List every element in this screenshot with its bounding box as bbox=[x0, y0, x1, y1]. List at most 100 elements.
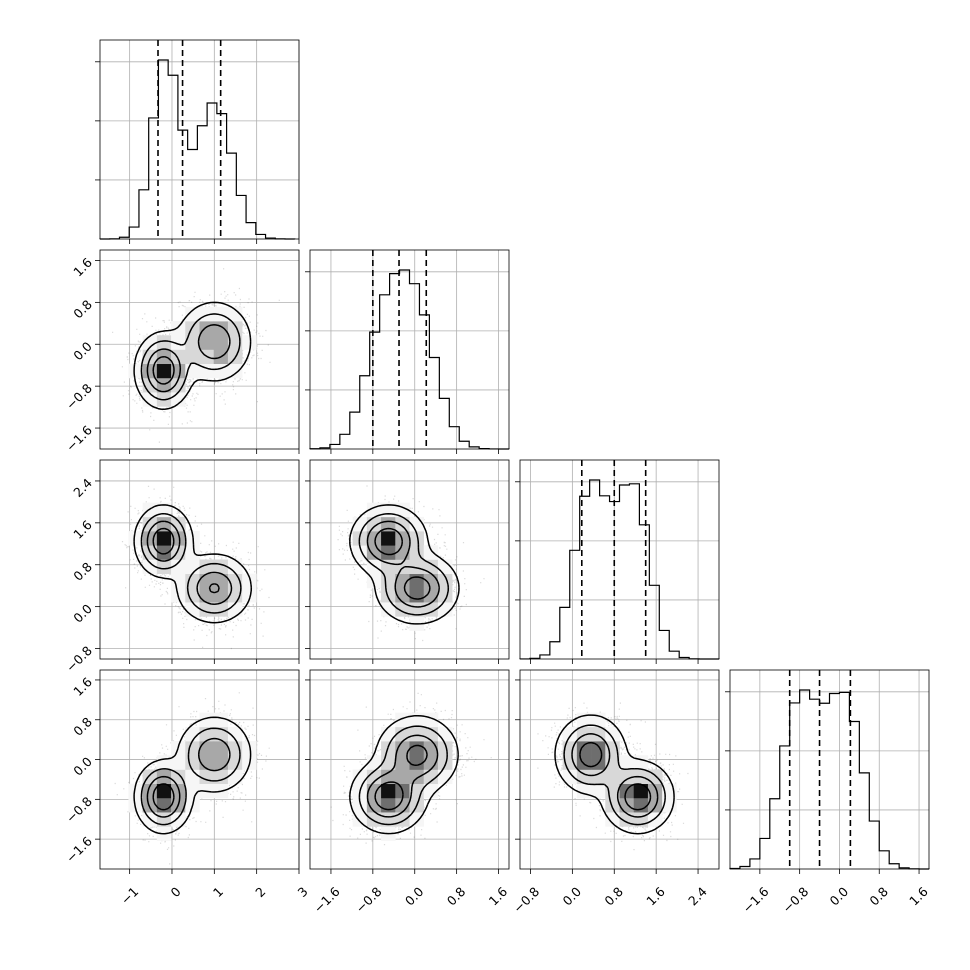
density-1-0-cell bbox=[213, 335, 229, 350]
hist-2-frame bbox=[519, 459, 720, 660]
hist-panel-2 bbox=[515, 459, 720, 664]
density-2-1-cell bbox=[423, 545, 439, 560]
density-1-0-cell bbox=[199, 321, 215, 336]
density-1-0-cell bbox=[171, 377, 186, 393]
density-3-1-cell bbox=[409, 741, 425, 756]
density-2-0-cell bbox=[199, 587, 215, 603]
density-3-0-cell bbox=[199, 769, 215, 785]
density-2-1-cell bbox=[395, 516, 410, 532]
density-1-0-cell bbox=[185, 306, 200, 322]
density-3-0-xtick-label-4: 3 bbox=[295, 884, 311, 900]
density-3-2-cell bbox=[633, 755, 649, 770]
density-3-1-content bbox=[330, 692, 492, 846]
density-3-2-contour-3 bbox=[579, 741, 652, 811]
density-2-0-cell bbox=[142, 516, 158, 532]
density-3-0-ytick-label-1: −0.8 bbox=[63, 794, 95, 826]
density-3-1-contour-2 bbox=[366, 734, 439, 818]
density-3-0-xtick-label-3: 2 bbox=[252, 884, 268, 900]
density-3-2-cell bbox=[619, 769, 635, 785]
density-3-1-cell bbox=[423, 769, 439, 785]
density-3-0-ytick-label-0: −1.6 bbox=[63, 833, 95, 865]
density-3-2-cell bbox=[576, 769, 592, 785]
density-3-1-cell bbox=[366, 769, 382, 785]
density-3-0-cell bbox=[171, 783, 186, 799]
density-1-0-cell bbox=[199, 306, 215, 322]
density-2-0-cell bbox=[199, 573, 215, 589]
density-3-2-content bbox=[537, 702, 689, 851]
density-3-0-cell bbox=[227, 769, 243, 785]
density-1-0-cell bbox=[213, 321, 229, 336]
hist-panel-1 bbox=[305, 249, 510, 454]
density-1-0-ytick-label-3: 0.8 bbox=[70, 297, 95, 322]
density-3-0-xtick-label-0: −1 bbox=[118, 884, 142, 908]
density-3-2-frame bbox=[519, 669, 720, 870]
density-3-0-cell bbox=[185, 755, 200, 770]
density-2-0-cell bbox=[171, 531, 186, 546]
density-3-1-cell bbox=[352, 797, 368, 813]
density-3-2-xtick-label-2: 0.8 bbox=[601, 884, 626, 909]
density-panel-3-0: −1 0 1 2 3 −1.6 −0.8 0.0 0.8 1.6 bbox=[63, 669, 311, 908]
density-1-0-frame bbox=[99, 249, 300, 450]
hist-3-steps bbox=[729, 689, 930, 870]
density-3-2-cell bbox=[591, 783, 606, 799]
density-2-0-cell bbox=[156, 559, 172, 575]
density-1-0-cell bbox=[185, 349, 200, 365]
density-3-1-cell bbox=[395, 712, 410, 728]
density-3-1-cell bbox=[352, 769, 368, 785]
density-3-0-cell bbox=[185, 741, 200, 756]
density-3-1-cell bbox=[437, 755, 453, 770]
density-3-2-cell bbox=[562, 769, 578, 785]
density-3-0-cell bbox=[185, 783, 200, 799]
density-3-0-cell bbox=[171, 812, 186, 827]
density-2-1-contour-1 bbox=[358, 513, 450, 616]
density-1-0-cell bbox=[171, 335, 186, 350]
density-3-2-cell bbox=[605, 812, 620, 827]
density-3-1-cell bbox=[409, 726, 425, 742]
density-2-1-cell bbox=[395, 531, 410, 546]
density-1-0-ytick-label-0: −1.6 bbox=[63, 422, 95, 454]
density-2-0-ytick-label-3: 1.6 bbox=[70, 517, 95, 542]
density-3-1-contour-1 bbox=[358, 725, 448, 826]
density-3-0-cell bbox=[213, 741, 229, 756]
density-2-1-cell bbox=[381, 602, 396, 617]
density-1-0-contour-1 bbox=[140, 313, 241, 401]
density-2-0-contour-1 bbox=[140, 512, 242, 614]
density-3-2-xtick-label-4: 2.4 bbox=[685, 884, 710, 909]
density-1-0-cell bbox=[242, 335, 257, 350]
density-2-0-cell bbox=[128, 531, 143, 546]
density-1-0-content bbox=[112, 268, 280, 443]
density-3-1-contour-0 bbox=[349, 714, 459, 835]
density-3-1-frame bbox=[309, 669, 510, 870]
density-2-0-cell bbox=[185, 545, 200, 560]
density-3-1-cell bbox=[366, 755, 382, 770]
density-3-0-cell bbox=[213, 769, 229, 785]
density-3-1-xtick-label-3: 0.8 bbox=[444, 884, 469, 909]
density-3-1-cell bbox=[437, 741, 453, 756]
density-3-1-cell bbox=[381, 769, 396, 785]
density-3-0-frame bbox=[99, 669, 300, 870]
density-3-2-cell bbox=[633, 797, 649, 813]
density-3-1-cell bbox=[395, 755, 410, 770]
density-2-0-contour-0 bbox=[133, 504, 253, 624]
density-3-2-cell bbox=[605, 726, 620, 742]
density-2-1-contour-3 bbox=[374, 527, 431, 600]
density-3-0-contour-0 bbox=[133, 716, 252, 835]
density-2-0-contour-3 bbox=[152, 527, 220, 594]
density-2-1-cell bbox=[409, 573, 425, 589]
density-3-1-xtick-label-0: −1.6 bbox=[311, 884, 343, 916]
density-2-1-cell bbox=[395, 559, 410, 575]
density-2-0-cell bbox=[171, 573, 186, 589]
density-2-1-cell bbox=[437, 573, 453, 589]
density-3-0-xtick-label-2: 1 bbox=[210, 884, 226, 900]
density-3-2-contour-1 bbox=[563, 724, 666, 826]
density-1-0-contour-0 bbox=[133, 301, 252, 410]
density-2-0-cell bbox=[185, 587, 200, 603]
density-3-2-cell bbox=[591, 769, 606, 785]
density-3-1-cell bbox=[409, 755, 425, 770]
density-2-1-contour-0 bbox=[349, 504, 460, 625]
density-3-0-ytick-label-3: 0.8 bbox=[70, 714, 95, 739]
density-3-2-xtick-label-3: 1.6 bbox=[643, 884, 668, 909]
density-2-0-cell bbox=[242, 587, 257, 603]
density-2-1-cell bbox=[409, 559, 425, 575]
density-3-0-cell bbox=[156, 783, 172, 799]
